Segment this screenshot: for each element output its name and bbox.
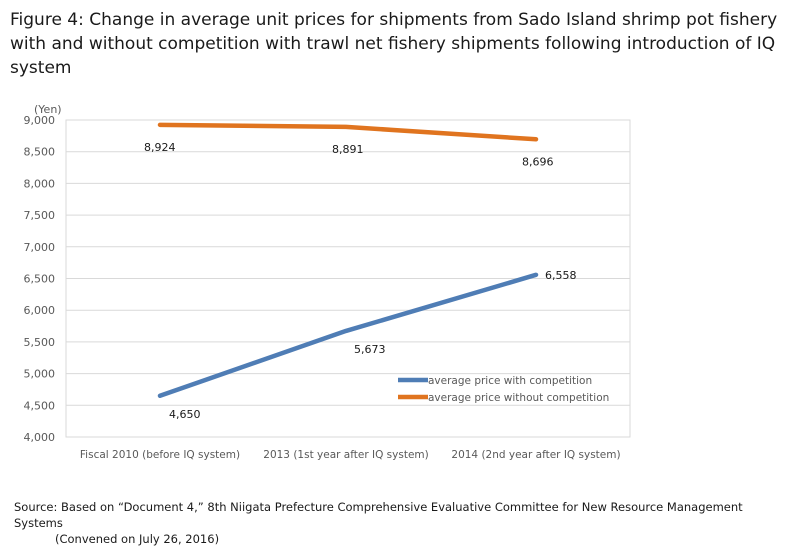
y-tick-label: 5,500 bbox=[24, 336, 56, 349]
source-line: Source: Based on “Document 4,” 8th Niiga… bbox=[14, 500, 743, 530]
y-tick-label: 5,000 bbox=[24, 368, 56, 381]
y-tick-label: 4,000 bbox=[24, 431, 56, 444]
title-line: with and without competition with trawl … bbox=[10, 34, 776, 54]
y-tick-label: 6,000 bbox=[24, 304, 56, 317]
y-tick-label: 4,500 bbox=[24, 399, 56, 412]
legend-label: average price with competition bbox=[428, 375, 592, 387]
figure-title: Figure 4: Change in average unit prices … bbox=[10, 8, 795, 80]
y-tick-label: 7,000 bbox=[24, 241, 56, 254]
y-tick-label: 8,500 bbox=[24, 146, 56, 159]
legend-label: average price without competition bbox=[428, 392, 609, 404]
y-tick-label: 6,500 bbox=[24, 273, 56, 286]
series-line bbox=[157, 272, 539, 399]
plot-area bbox=[65, 119, 631, 438]
data-label: 6,558 bbox=[545, 269, 577, 282]
y-tick-label: 8,000 bbox=[24, 177, 56, 190]
x-tick-label: 2013 (1st year after IQ system) bbox=[263, 449, 428, 461]
y-axis-label: (Yen) bbox=[34, 103, 62, 116]
data-label: 5,673 bbox=[354, 343, 386, 356]
source-note: Source: Based on “Document 4,” 8th Niiga… bbox=[14, 499, 794, 547]
title-line: Figure 4: Change in average unit prices … bbox=[10, 10, 778, 30]
data-label: 8,891 bbox=[332, 143, 364, 156]
x-tick-label: Fiscal 2010 (before IQ system) bbox=[80, 449, 240, 461]
title-line: system bbox=[10, 58, 72, 78]
data-label: 4,650 bbox=[169, 408, 201, 421]
data-label: 8,924 bbox=[144, 141, 176, 154]
series-line bbox=[157, 122, 539, 142]
y-tick-label: 7,500 bbox=[24, 209, 56, 222]
x-tick-label: 2014 (2nd year after IQ system) bbox=[451, 449, 620, 461]
source-line: (Convened on July 26, 2016) bbox=[55, 532, 220, 546]
data-label: 8,696 bbox=[522, 155, 554, 168]
y-tick-label: 9,000 bbox=[24, 114, 56, 127]
